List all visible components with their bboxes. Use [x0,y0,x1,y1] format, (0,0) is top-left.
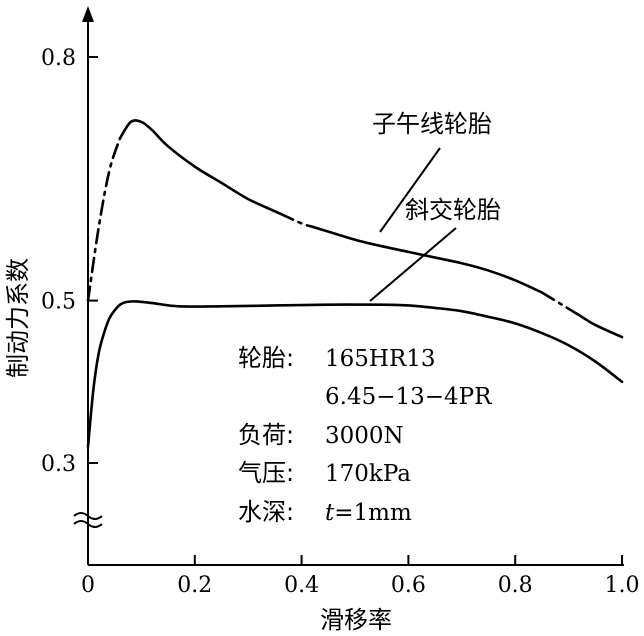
x-tick-label-1: 0.2 [177,573,212,598]
ticks [88,56,623,565]
annotation-value-load: 3000N [325,423,404,449]
series-0-line-segment-2-dashed [278,212,314,229]
series-label-radial: 子午线轮胎 [372,110,492,138]
y-tick-label-1: 0.5 [41,290,76,315]
series-0-line-segment-1 [118,119,282,216]
series-0-line-segment-5 [577,313,624,339]
x-axis-label: 滑移率 [320,606,392,634]
series-1-line-segment-0 [86,300,624,449]
series-0-line-segment-3 [310,225,544,294]
axis-break-mark-upper [73,512,103,520]
x-tick-label-0: 0 [81,573,95,598]
y-axis-label: 制动力系数 [4,258,32,378]
annotation-label-load: 负荷: [238,421,294,449]
leader-line-bias [369,227,457,302]
annotation-value-tire-spec: 6.45−13−4PR [325,384,492,410]
annotation-label-tire: 轮胎: [238,344,294,372]
annotation-label-depth: 水深: [238,498,294,526]
axis-break-mark-lower [73,520,103,528]
series-layer [86,119,624,449]
y-tick-label-2: 0.8 [41,46,76,71]
series-0-line-segment-4-dashed [540,291,581,317]
leader-line-radial [379,147,441,233]
y-tick-label-0: 0.3 [41,452,76,477]
annotation-block: 轮胎: 165HR13 6.45−13−4PR 负荷: 3000N 气压: 17… [238,344,492,526]
tick-labels: 0 0.2 0.4 0.6 0.8 1.0 0.3 0.5 0.8 [41,46,640,598]
y-axis-arrow [82,6,94,22]
x-tick-label-5: 1.0 [605,573,640,598]
annotation-depth-italic: t [325,500,335,526]
annotation-value-tire: 165HR13 [325,346,436,372]
series-label-bias: 斜交轮胎 [405,196,501,224]
x-tick-label-2: 0.4 [284,573,319,598]
x-tick-label-4: 0.8 [498,573,533,598]
x-tick-label-3: 0.6 [391,573,426,598]
annotation-value-pressure: 170kPa [325,461,411,487]
annotation-depth-rest: =1mm [334,500,412,526]
series-0-line-segment-0-dashed [86,136,122,302]
annotation-label-pressure: 气压: [238,459,294,487]
annotation-value-depth: t=1mm [325,500,412,526]
